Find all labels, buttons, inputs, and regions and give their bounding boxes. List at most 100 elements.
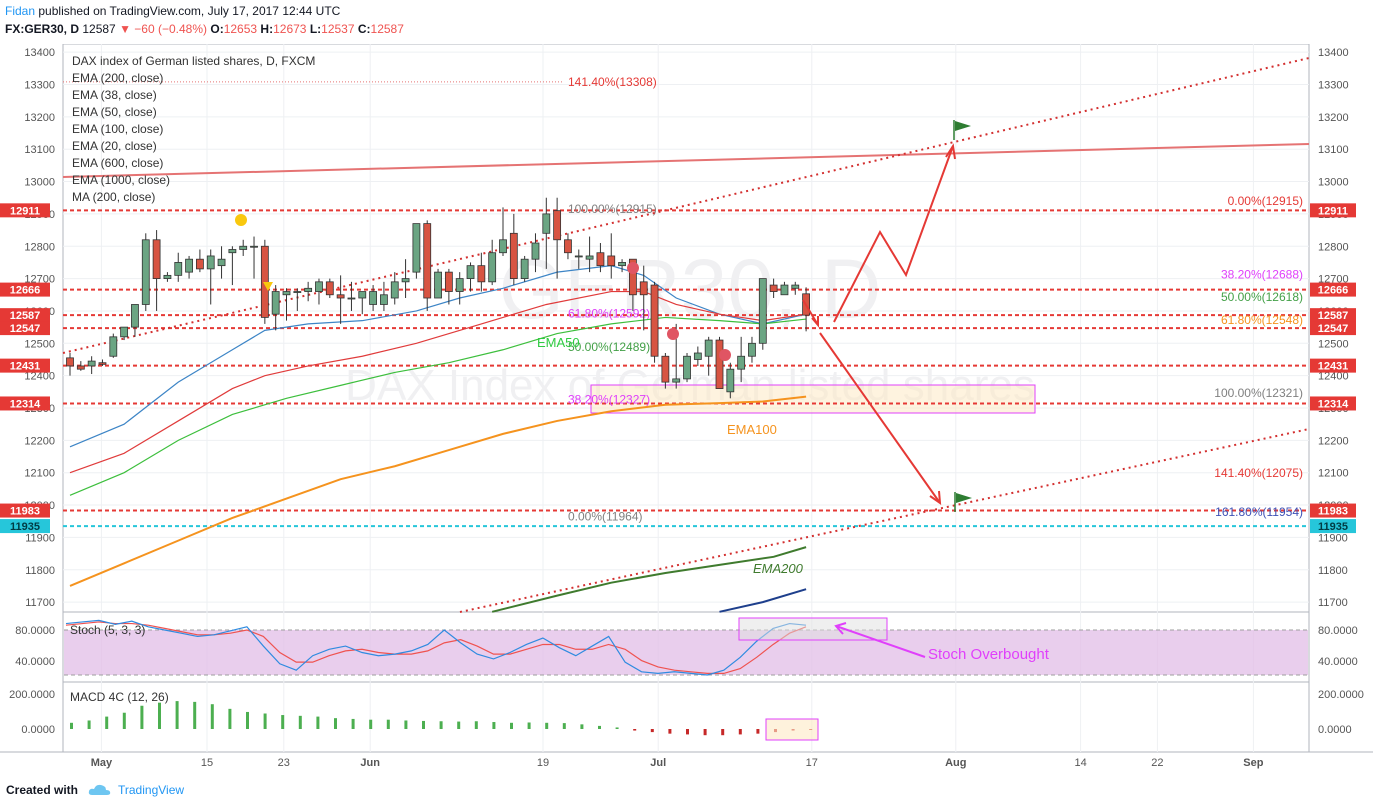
legend-item[interactable]: EMA (38, close) bbox=[72, 88, 157, 102]
candle-body[interactable] bbox=[98, 362, 107, 365]
legend-item[interactable]: EMA (1000, close) bbox=[72, 173, 170, 187]
candle-body[interactable] bbox=[423, 223, 432, 299]
author-link[interactable]: Fidan bbox=[5, 4, 36, 18]
candle-body[interactable] bbox=[683, 355, 691, 380]
macd-bar bbox=[633, 729, 637, 731]
candle-body[interactable] bbox=[499, 239, 507, 254]
time-axis[interactable]: May 15 23 Jun 19 Jul 17 Aug 14 22 Sep bbox=[91, 757, 1264, 769]
candle-body[interactable] bbox=[369, 291, 378, 305]
candle-body[interactable] bbox=[726, 368, 735, 393]
left-price-axis[interactable]: 1170011800119001200012100122001230012400… bbox=[0, 47, 55, 609]
candle-body[interactable] bbox=[250, 245, 258, 248]
macd-bar bbox=[686, 729, 689, 735]
candle-body[interactable] bbox=[282, 291, 291, 296]
candle-body[interactable] bbox=[488, 252, 497, 283]
lower-channel-line[interactable] bbox=[459, 428, 1310, 613]
candle-body[interactable] bbox=[152, 239, 161, 279]
candle-body[interactable] bbox=[596, 252, 605, 267]
tradingview-link[interactable]: TradingView bbox=[118, 783, 185, 797]
price-tick: 12800 bbox=[1318, 241, 1349, 253]
candle-body[interactable] bbox=[509, 232, 518, 279]
candle-body[interactable] bbox=[304, 287, 313, 292]
candle-body[interactable] bbox=[131, 304, 139, 328]
candle-body[interactable] bbox=[336, 294, 345, 299]
candle-body[interactable] bbox=[239, 245, 248, 250]
candle-body[interactable] bbox=[401, 278, 410, 283]
stoch-band bbox=[64, 630, 1308, 675]
indicator-legend[interactable]: DAX index of German listed shares, D, FX… bbox=[72, 54, 315, 204]
candle-body[interactable] bbox=[434, 271, 442, 299]
candle-body[interactable] bbox=[206, 255, 215, 270]
legend-item[interactable]: EMA (50, close) bbox=[72, 105, 157, 119]
legend-item[interactable]: MA (200, close) bbox=[72, 190, 155, 204]
symbol-label[interactable]: FX:GER30, D bbox=[5, 22, 80, 36]
macd-bar bbox=[492, 722, 496, 729]
candle-body[interactable] bbox=[466, 265, 475, 280]
time-tick: 17 bbox=[806, 757, 818, 769]
candle-body[interactable] bbox=[715, 339, 724, 389]
candle-body[interactable] bbox=[748, 342, 756, 357]
candle-body[interactable] bbox=[553, 210, 562, 241]
fib-label: 0.00%(12915) bbox=[1228, 194, 1303, 208]
candle-body[interactable] bbox=[109, 336, 118, 357]
candle-body[interactable] bbox=[163, 274, 172, 279]
candle-body[interactable] bbox=[412, 223, 421, 273]
right-price-axis[interactable]: 1170011800119001200012100122001230012400… bbox=[1310, 47, 1356, 609]
candle-body[interactable] bbox=[769, 284, 778, 292]
legend-item[interactable]: EMA (100, close) bbox=[72, 122, 163, 136]
candle-body[interactable] bbox=[780, 284, 789, 296]
candle-body[interactable] bbox=[737, 355, 746, 370]
candle-body[interactable] bbox=[66, 357, 74, 367]
candle-body[interactable] bbox=[618, 262, 626, 267]
candle-body[interactable] bbox=[380, 294, 388, 305]
candle-body[interactable] bbox=[228, 249, 237, 254]
candle-body[interactable] bbox=[325, 281, 334, 296]
candle-body[interactable] bbox=[141, 239, 150, 305]
candle-body[interactable] bbox=[174, 262, 183, 276]
candle-body[interactable] bbox=[293, 291, 302, 293]
price-tick: 11800 bbox=[25, 565, 55, 577]
candle-body[interactable] bbox=[531, 242, 540, 260]
candle-body[interactable] bbox=[629, 258, 637, 296]
candle-body[interactable] bbox=[661, 355, 670, 383]
candle-body[interactable] bbox=[87, 360, 96, 367]
level-tag-right-text: 12587 bbox=[1318, 310, 1349, 322]
candle-body[interactable] bbox=[477, 265, 486, 283]
macd-pane[interactable] bbox=[62, 681, 1310, 753]
candle-body[interactable] bbox=[347, 297, 356, 300]
projection-arrows[interactable] bbox=[802, 143, 956, 506]
candle-body[interactable] bbox=[195, 258, 204, 270]
candle-body[interactable] bbox=[758, 278, 767, 344]
candle-body[interactable] bbox=[455, 278, 464, 292]
candle-body[interactable] bbox=[704, 339, 713, 357]
candle-body[interactable] bbox=[217, 258, 226, 267]
candle-body[interactable] bbox=[444, 271, 453, 292]
candle-body[interactable] bbox=[520, 258, 529, 280]
candle-body[interactable] bbox=[260, 245, 269, 318]
candle-body[interactable] bbox=[542, 213, 551, 234]
fib-label: 141.40%(13308) bbox=[568, 75, 657, 89]
yellow-triangle-marker bbox=[263, 282, 273, 291]
candle-body[interactable] bbox=[120, 326, 129, 338]
candle-body[interactable] bbox=[271, 291, 280, 315]
candle-body[interactable] bbox=[791, 284, 800, 289]
legend-item[interactable]: EMA (200, close) bbox=[72, 71, 163, 85]
candle-body[interactable] bbox=[315, 281, 323, 292]
candle-body[interactable] bbox=[693, 352, 702, 360]
legend-item[interactable]: EMA (600, close) bbox=[72, 156, 163, 170]
candle-body[interactable] bbox=[564, 239, 572, 254]
candle-body[interactable] bbox=[607, 255, 616, 267]
candle-body[interactable] bbox=[574, 255, 583, 258]
long-trendline[interactable] bbox=[62, 143, 1310, 178]
legend-item[interactable]: EMA (20, close) bbox=[72, 139, 157, 153]
candle-body[interactable] bbox=[639, 281, 648, 296]
level-tag-right bbox=[1310, 358, 1356, 373]
candle-body[interactable] bbox=[390, 281, 399, 299]
candle-body[interactable] bbox=[76, 365, 85, 370]
candle-body[interactable] bbox=[185, 258, 193, 273]
candle-body[interactable] bbox=[358, 291, 367, 299]
candle-body[interactable] bbox=[585, 255, 594, 260]
candle-body[interactable] bbox=[650, 284, 659, 357]
price-chart[interactable]: GER30, D DAX Index of German listed shar… bbox=[0, 44, 1373, 775]
candle-body[interactable] bbox=[672, 378, 681, 383]
